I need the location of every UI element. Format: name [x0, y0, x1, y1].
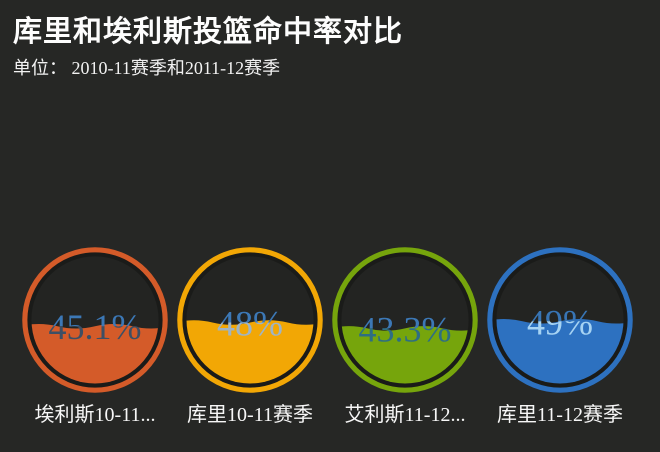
gauge-inner-ring	[27, 252, 163, 388]
gauge-value-above-water: 49%	[527, 302, 593, 342]
gauge-outer-ring	[22, 247, 168, 393]
gauge-outer-ring	[487, 247, 633, 393]
liquid-gauge-chart: 48% 48%	[177, 247, 323, 393]
gauge-value-below-water: 48%	[217, 304, 283, 344]
gauge-value-above-water: 48%	[217, 304, 283, 344]
page-subtitle: 单位： 2010-11赛季和2011-12赛季	[13, 58, 281, 78]
liquid-gauge: 49% 49% 库里11-12赛季	[485, 245, 635, 427]
liquid-gauge-chart: 49% 49%	[487, 247, 633, 393]
gauge-value-below-water: 49%	[527, 302, 593, 342]
liquid-gauge: 45.1% 45.1% 埃利斯10-11...	[20, 245, 170, 427]
gauge-value-below-water: 43.3%	[359, 309, 452, 349]
liquid-gauge: 43.3% 43.3% 艾利斯11-12...	[330, 245, 480, 427]
gauge-row: 45.1% 45.1% 埃利斯10-11... 48% 48% 库里10-11赛…	[20, 245, 635, 427]
gauge-label: 埃利斯10-11...	[34, 404, 156, 426]
gauge-value-above-water: 45.1%	[49, 307, 142, 347]
gauge-outer-ring	[332, 247, 478, 393]
gauge-outer-ring	[177, 247, 323, 393]
gauge-inner-ring	[337, 252, 473, 388]
gauge-label: 艾利斯11-12...	[344, 404, 466, 426]
liquid-gauge: 48% 48% 库里10-11赛季	[175, 245, 325, 427]
liquid-gauge-chart: 43.3% 43.3%	[332, 247, 478, 393]
gauge-label: 库里11-12赛季	[497, 404, 623, 426]
gauge-label: 库里10-11赛季	[187, 404, 313, 426]
gauge-value-below-water: 45.1%	[49, 307, 142, 347]
liquid-gauge-chart: 45.1% 45.1%	[22, 247, 168, 393]
gauge-value-above-water: 43.3%	[359, 309, 452, 349]
gauge-inner-ring	[182, 252, 318, 388]
page-title: 库里和埃利斯投篮命中率对比	[13, 16, 404, 48]
gauge-inner-ring	[492, 252, 628, 388]
